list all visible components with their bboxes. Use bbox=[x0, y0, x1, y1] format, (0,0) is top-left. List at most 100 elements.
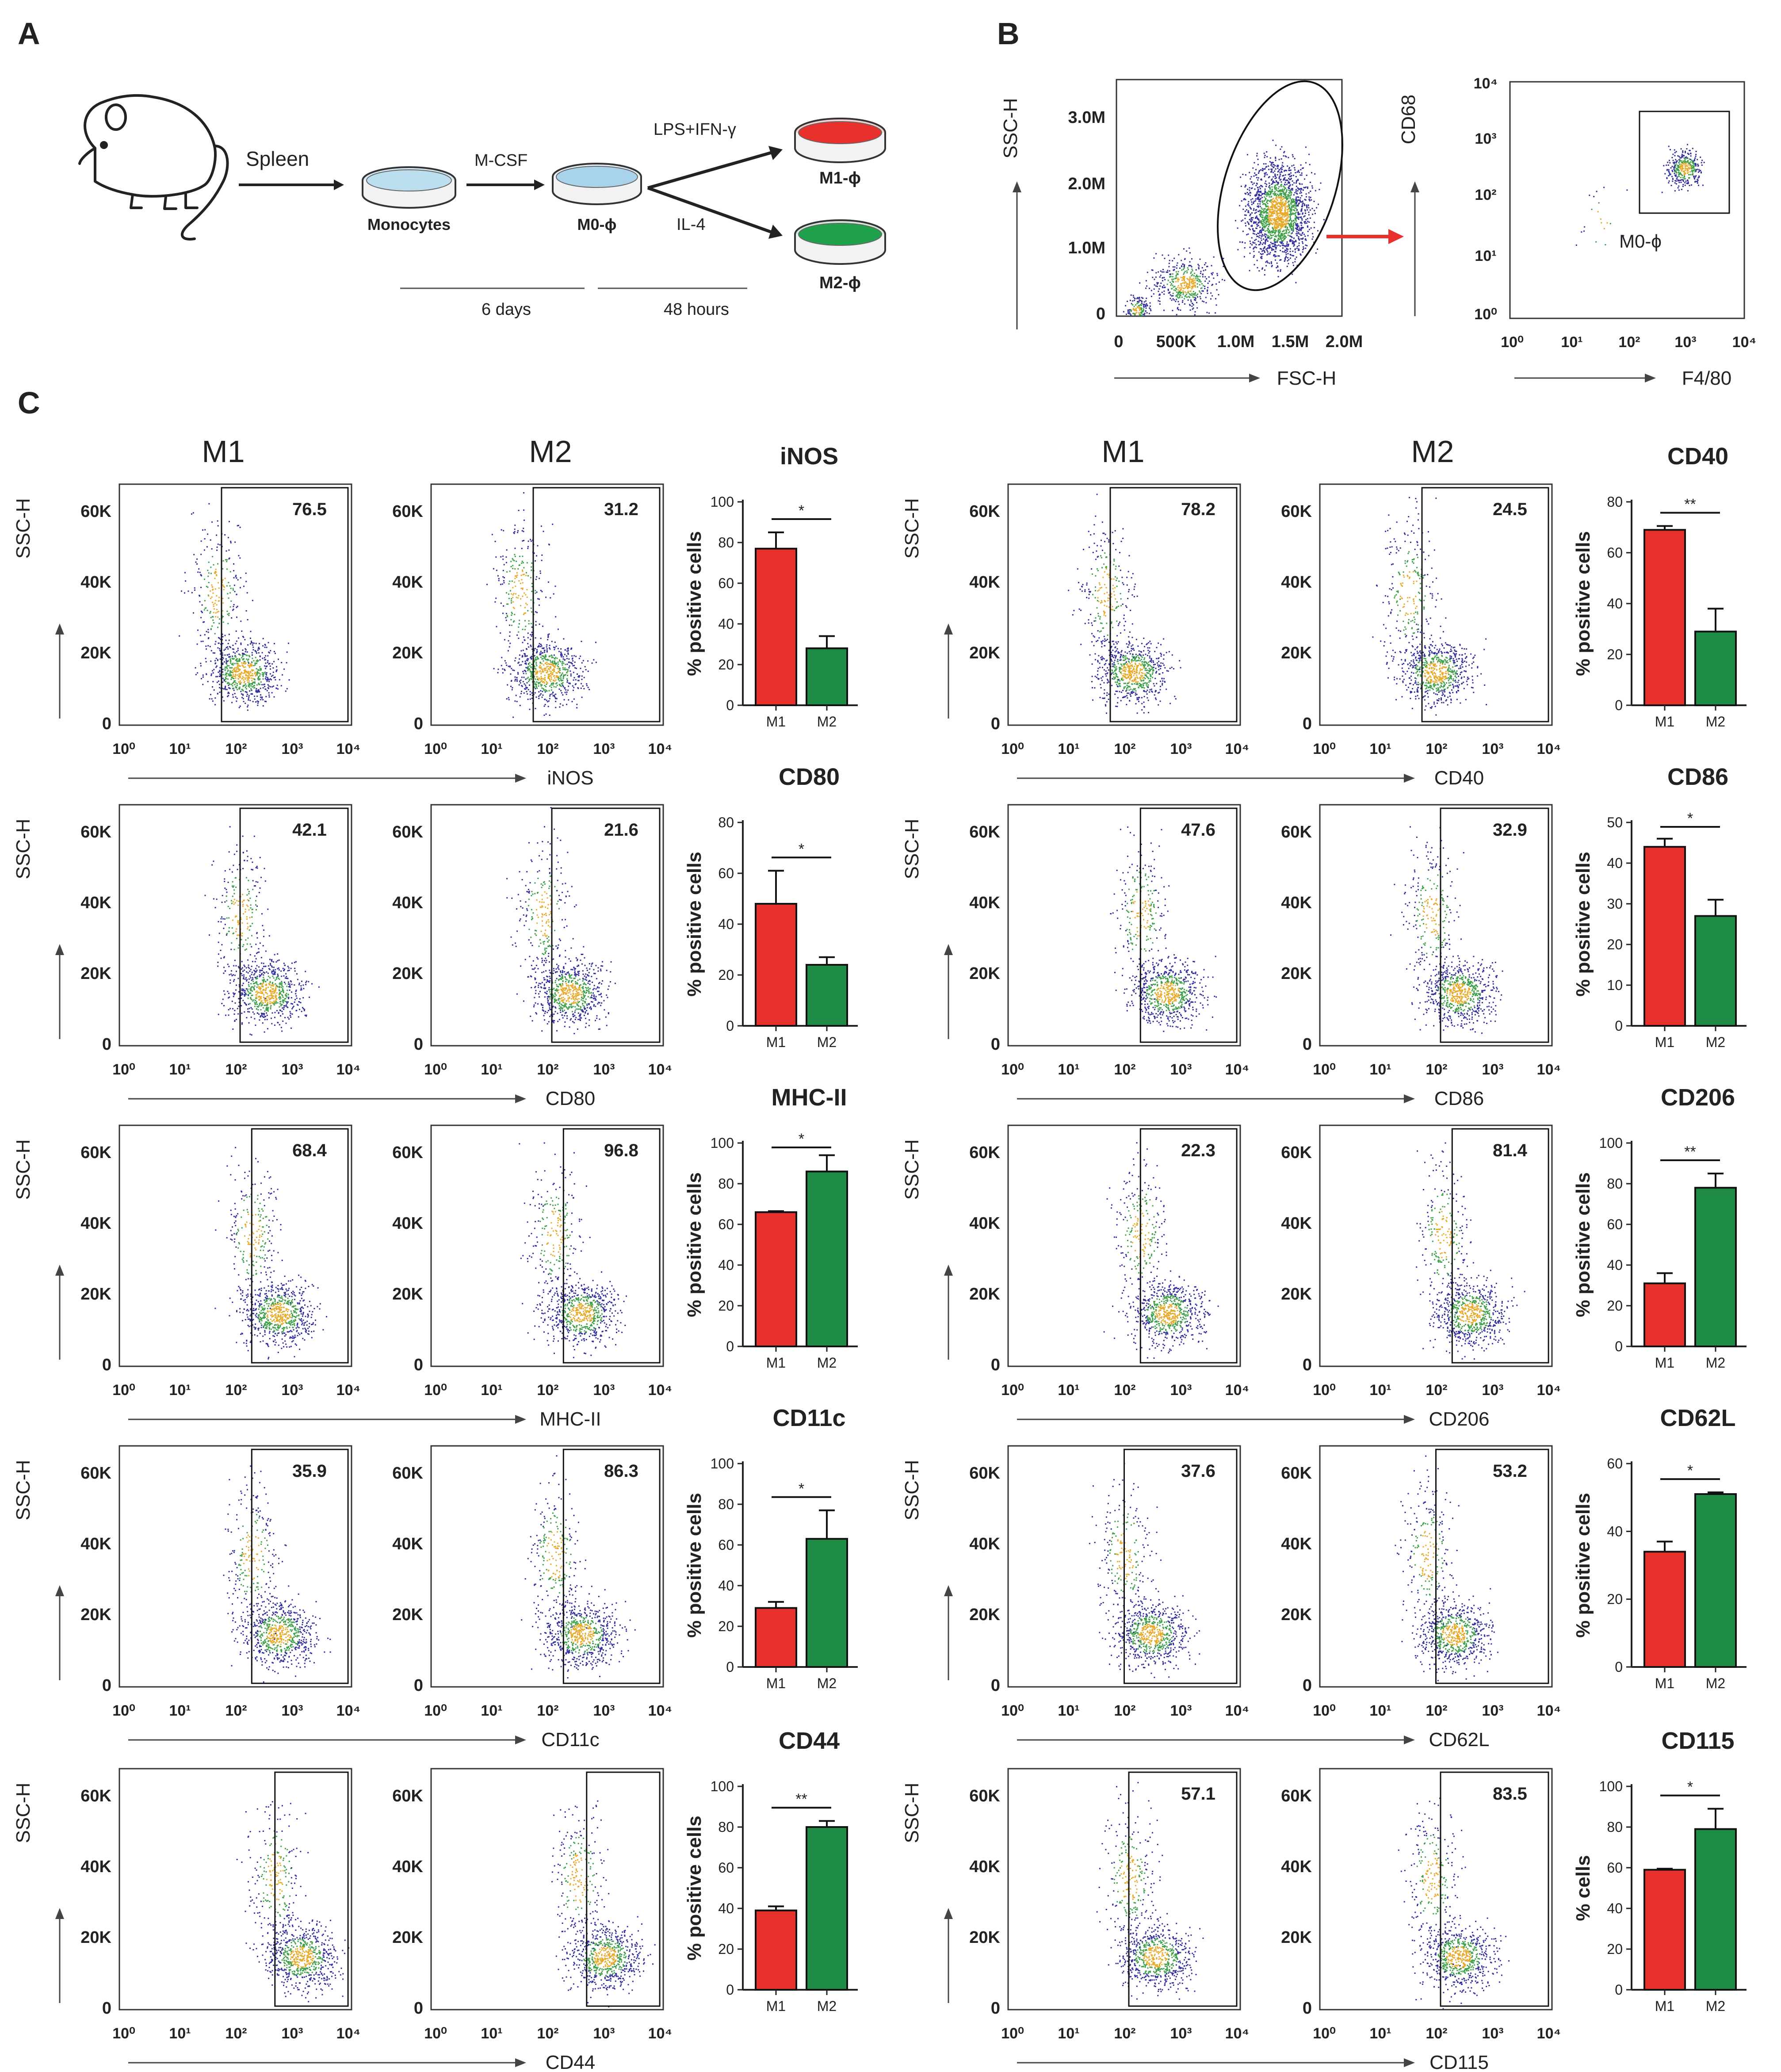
fsc-dot bbox=[1306, 207, 1307, 208]
fsc-dot bbox=[1264, 252, 1265, 253]
fsc-dot bbox=[1296, 180, 1297, 181]
fsc-dot bbox=[1298, 226, 1299, 227]
fsc-dot bbox=[1280, 218, 1281, 219]
fsc-dot bbox=[1254, 201, 1255, 202]
fsc-dot bbox=[1266, 234, 1267, 236]
fsc-dot bbox=[1259, 170, 1260, 172]
fsc-dot bbox=[1289, 197, 1291, 198]
fsc-dot bbox=[1260, 241, 1261, 243]
fsc-dot bbox=[1263, 212, 1265, 214]
fsc-dot bbox=[1285, 213, 1286, 214]
fsc-dot bbox=[1265, 204, 1266, 205]
fsc-dot bbox=[1311, 227, 1312, 229]
fsc-dot bbox=[1289, 217, 1291, 218]
fsc-dot bbox=[1252, 241, 1254, 243]
fsc-dot bbox=[1240, 176, 1241, 178]
fsc-dot bbox=[1257, 159, 1259, 160]
fsc-dot bbox=[1281, 146, 1282, 148]
fsc-dot bbox=[1308, 207, 1309, 208]
fsc-dot bbox=[1304, 215, 1306, 217]
fsc-dot bbox=[1259, 227, 1261, 228]
fsc-dot bbox=[1271, 261, 1272, 263]
arrowhead-spleen bbox=[334, 180, 344, 190]
fsc-dot bbox=[1265, 188, 1266, 190]
fsc-dot bbox=[1253, 230, 1254, 231]
fsc-dot bbox=[1291, 165, 1292, 167]
fsc-dot bbox=[1280, 250, 1281, 251]
fsc-dot bbox=[1289, 210, 1291, 212]
fsc-dot bbox=[1284, 210, 1285, 211]
fsc-dot bbox=[1264, 196, 1265, 198]
fsc-dot bbox=[1294, 241, 1296, 242]
fsc-dot bbox=[1278, 188, 1279, 189]
fsc-dot bbox=[1299, 243, 1300, 244]
fsc-dot bbox=[1265, 222, 1267, 223]
fsc-dot bbox=[1274, 225, 1276, 226]
fsc-dot bbox=[1298, 218, 1299, 220]
fsc-dot bbox=[1269, 223, 1270, 225]
fsc-dot bbox=[1268, 169, 1269, 170]
fsc-dot bbox=[1307, 231, 1309, 232]
fsc-dot bbox=[1284, 177, 1286, 179]
fsc-dot bbox=[1273, 204, 1274, 206]
fsc-dot bbox=[1287, 209, 1288, 210]
fsc-dot bbox=[1300, 238, 1302, 240]
fsc-dot bbox=[1276, 197, 1277, 199]
fsc-dot bbox=[1247, 154, 1248, 155]
fsc-dot bbox=[1272, 165, 1273, 167]
fsc-dot bbox=[1265, 163, 1266, 164]
fsc-dot bbox=[1261, 231, 1262, 232]
fsc-dot bbox=[1256, 177, 1257, 178]
fsc-dot bbox=[1294, 205, 1295, 206]
fsc-dot bbox=[1249, 228, 1250, 229]
fsc-dot bbox=[1258, 191, 1260, 193]
fsc-dot bbox=[1259, 203, 1261, 205]
fsc-dot bbox=[1288, 174, 1289, 176]
fsc-dot bbox=[1280, 202, 1282, 203]
fsc-dot bbox=[1314, 227, 1315, 228]
fsc-dot bbox=[1317, 230, 1319, 231]
fsc-dot bbox=[1260, 206, 1261, 207]
fsc-dot bbox=[1293, 245, 1294, 247]
fsc-dot bbox=[1258, 211, 1259, 212]
fsc-dot bbox=[1272, 227, 1273, 228]
fsc-dot bbox=[1261, 251, 1263, 252]
fsc-dot bbox=[1296, 172, 1298, 173]
fsc-dot bbox=[1287, 260, 1288, 261]
fsc-dot bbox=[1280, 209, 1281, 210]
fsc-dot bbox=[1291, 203, 1292, 204]
fsc-dot bbox=[1278, 197, 1280, 199]
fsc-dot bbox=[1265, 199, 1266, 200]
fsc-dot bbox=[1251, 201, 1252, 203]
fsc-dot bbox=[1251, 204, 1253, 205]
fsc-dot bbox=[1303, 227, 1304, 228]
fsc-dot bbox=[1288, 263, 1289, 264]
fsc-dot bbox=[1274, 187, 1276, 188]
fsc-dot bbox=[1312, 187, 1313, 189]
fsc-dot bbox=[1245, 210, 1246, 212]
fsc-dot bbox=[1316, 207, 1317, 208]
fsc-dot bbox=[1248, 233, 1249, 235]
fsc-dot bbox=[1256, 228, 1257, 229]
fsc-dot bbox=[1246, 214, 1247, 216]
fsc-dot bbox=[1289, 240, 1291, 241]
fsc-dot bbox=[1282, 191, 1284, 192]
fsc-dot bbox=[1257, 267, 1258, 268]
fsc-dot bbox=[1281, 167, 1283, 168]
fsc-dot bbox=[1255, 239, 1257, 240]
fsc-dot bbox=[1262, 215, 1264, 216]
fsc-dot bbox=[1308, 154, 1310, 155]
fsc-dot bbox=[1248, 210, 1249, 211]
fsc-dot bbox=[1282, 248, 1284, 249]
fsc-dot bbox=[1275, 248, 1277, 250]
fsc-dot bbox=[1311, 208, 1313, 209]
fsc-dot bbox=[1297, 233, 1299, 234]
fsc-dot bbox=[1291, 210, 1292, 212]
fsc-dot bbox=[1272, 218, 1273, 220]
fsc-dot bbox=[1314, 210, 1315, 211]
fsc-dot bbox=[1287, 257, 1288, 259]
fsc-dot bbox=[1296, 233, 1297, 234]
fsc-dot bbox=[1284, 212, 1285, 214]
fsc-dot bbox=[1265, 242, 1266, 244]
fsc-dot bbox=[1293, 209, 1294, 210]
